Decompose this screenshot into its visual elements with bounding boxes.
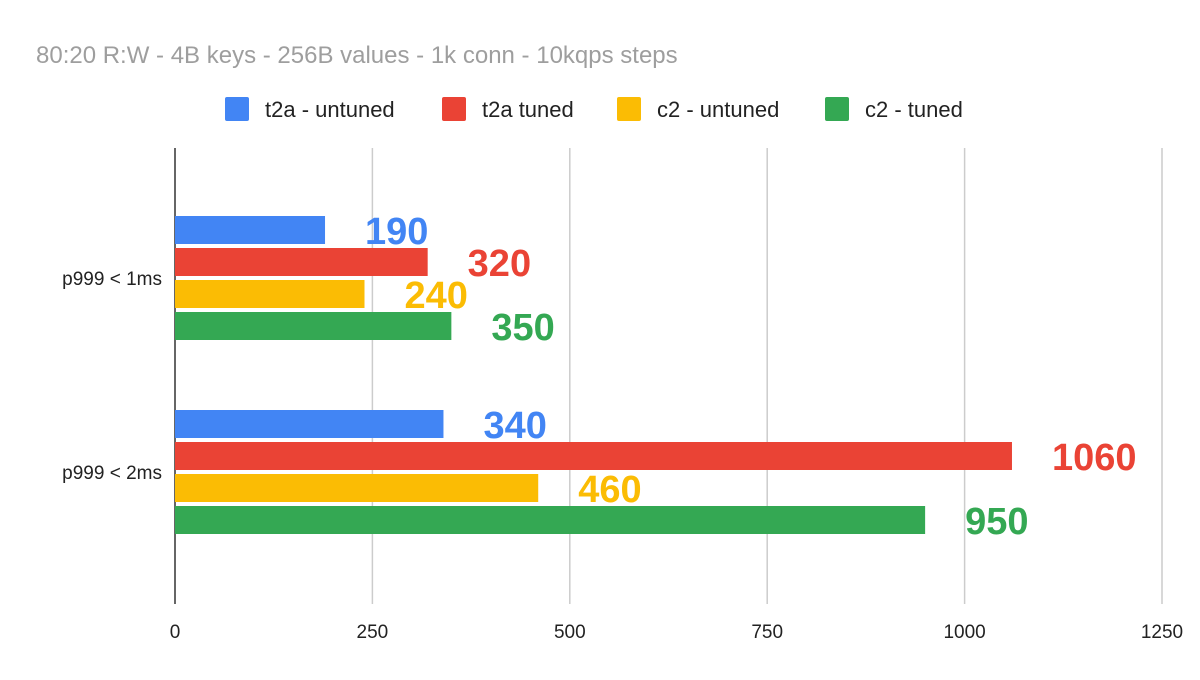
x-axis-ticks: 0 250 500 750 1000 1250 [170,622,1183,643]
data-label: 240 [405,275,468,317]
legend-label: c2 - untuned [657,97,779,122]
bar [175,506,926,534]
legend-swatch [617,97,641,121]
legend-swatch [825,97,849,121]
chart-title: 80:20 R:W - 4B keys - 256B values - 1k c… [36,42,678,69]
x-tick-label: 1000 [943,622,985,643]
data-label: 340 [483,405,546,447]
x-tick-label: 0 [170,622,181,643]
bar [175,410,444,438]
legend-swatch [225,97,249,121]
legend-swatch [442,97,466,121]
legend-label: t2a tuned [482,97,574,122]
y-axis-categories: p999 < 1ms p999 < 2ms [62,269,162,484]
category-label: p999 < 1ms [62,269,162,290]
data-label: 350 [491,307,554,349]
bar [175,312,452,340]
bar [175,474,539,502]
bars [175,216,1012,534]
data-label: 460 [578,469,641,511]
data-label: 320 [468,243,531,285]
bar [175,280,365,308]
x-tick-label: 750 [751,622,783,643]
category-label: p999 < 2ms [62,463,162,484]
bar [175,248,428,276]
data-label: 950 [965,501,1028,543]
x-tick-label: 1250 [1141,622,1183,643]
x-tick-label: 250 [357,622,389,643]
x-tick-label: 500 [554,622,586,643]
bar [175,216,326,244]
legend: t2a - untuned t2a tuned c2 - untuned c2 - t… [225,97,963,122]
legend-label: c2 - tuned [865,97,963,122]
gridlines [371,148,1163,604]
data-label: 190 [365,211,428,253]
data-label: 1060 [1052,437,1137,479]
bar [175,442,1012,470]
legend-label: t2a - untuned [265,97,395,122]
